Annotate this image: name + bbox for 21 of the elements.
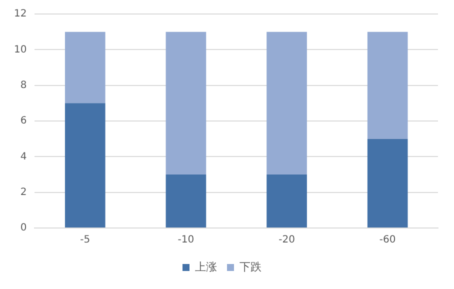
x-tick-label: -5: [80, 234, 90, 246]
y-tick-label: 0: [20, 222, 27, 234]
y-tick-label: 10: [14, 44, 27, 56]
y-tick-label: 2: [20, 186, 27, 198]
bar: [367, 138, 408, 228]
y-tick-label: 6: [20, 116, 27, 127]
bar: [64, 32, 106, 104]
y-tick-label: 8: [20, 80, 27, 91]
bar: [64, 103, 106, 228]
legend-label: 上涨: [195, 260, 217, 274]
bar: [367, 32, 408, 139]
x-tick-label: -20: [278, 234, 295, 246]
bar: [266, 174, 307, 228]
legend-label: 下跌: [240, 260, 262, 274]
y-tick-label: 4: [20, 151, 27, 162]
y-tick-label: 12: [14, 8, 27, 20]
bar: [266, 32, 307, 174]
bar: [166, 32, 206, 174]
bar: [166, 174, 206, 228]
x-tick-label: -60: [379, 234, 396, 246]
x-tick-label: -10: [178, 234, 194, 246]
